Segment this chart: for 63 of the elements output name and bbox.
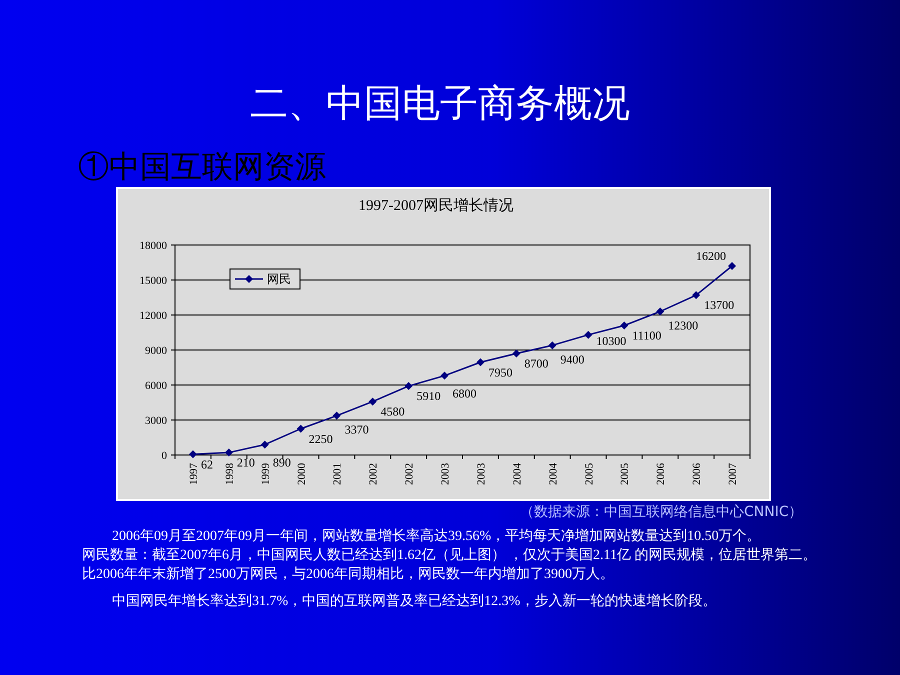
- x-tick-label: 1997: [188, 462, 200, 485]
- point: [728, 262, 736, 270]
- data-label: 5910: [416, 389, 441, 404]
- y-tick-label: 18000: [140, 240, 168, 252]
- data-label: 7950: [488, 365, 512, 380]
- x-tick-label: 2007: [727, 462, 740, 485]
- data-label: 11100: [632, 328, 662, 342]
- x-tick-label: 2002: [404, 463, 416, 485]
- point: [260, 440, 269, 449]
- data-label: 3370: [344, 422, 369, 437]
- text: 网民数量：截至2007年6月，中国网民人数已经达到1.62亿（见上图） ，仅次于美国2.11亿 的网民规模，位居世界第二。比2006年年末新增了2500万网民，与2006年同期相比，网民数一年内增加了3900万人。: [82, 546, 818, 584]
- y-tick-label: 9000: [145, 345, 168, 357]
- text: 2006年09月至2007年09月一年间，网站数量增长率高达39.56%，平均每天净增加网站数量达到10.50万个。: [111, 527, 762, 546]
- point: [512, 350, 520, 358]
- y-tick-label: 12000: [140, 310, 168, 322]
- x-tick-label: 2005: [583, 462, 596, 485]
- point: [440, 372, 449, 380]
- x-tick-label: 2005: [619, 462, 632, 485]
- chart-title: 1997-2007网民增长情况: [358, 197, 514, 214]
- y-tick-label: 6000: [145, 380, 168, 392]
- point: [620, 322, 628, 330]
- data-label: 8700: [524, 356, 548, 370]
- x-tick-label: 2004: [511, 462, 524, 485]
- text: 中国网民年增长率达到31.7%，中国的互联网普及率已经达到12.3%，步入新一轮的快速增长阶段。: [111, 592, 718, 611]
- x-tick-label: 2003: [440, 462, 452, 485]
- data-label: 12300: [668, 318, 698, 332]
- y-tick-label: 3000: [145, 415, 168, 427]
- data-label: 13700: [704, 298, 734, 312]
- x-tick-label: 2004: [547, 462, 560, 485]
- legend-label: 网民: [267, 272, 291, 286]
- text: （数据来源：中国互联网络信息中心CNNIC）: [520, 503, 803, 521]
- point: [476, 358, 484, 366]
- x-tick-label: 2006: [655, 462, 668, 485]
- x-tick-label: 2003: [475, 462, 488, 485]
- point: [224, 448, 233, 457]
- x-tick-label: 2000: [296, 462, 308, 485]
- text: 二、中国电子商务概况: [250, 82, 630, 127]
- point: [692, 291, 700, 300]
- x-tick-label: 2002: [368, 463, 380, 485]
- point: [332, 412, 341, 420]
- data-label: 16200: [696, 249, 726, 263]
- data-label: 6800: [452, 386, 477, 401]
- x-tick-label: 1999: [260, 462, 272, 485]
- point: [584, 330, 592, 339]
- point: [656, 308, 664, 316]
- data-label: 4580: [380, 404, 405, 419]
- point: [404, 382, 413, 390]
- point: [188, 450, 197, 458]
- data-label: 10300: [596, 334, 626, 348]
- point: [548, 341, 556, 350]
- point: [296, 424, 305, 433]
- data-label: 890: [272, 456, 291, 470]
- y-tick-label: 15000: [140, 275, 168, 287]
- x-tick-label: 2006: [691, 462, 704, 485]
- point: [368, 398, 377, 406]
- y-tick-label: 0: [162, 450, 168, 462]
- x-tick-label: 1998: [224, 462, 236, 485]
- x-tick-label: 2001: [332, 463, 344, 485]
- data-label: 2250: [308, 432, 333, 446]
- data-label: 62: [200, 457, 213, 472]
- data-label: 210: [236, 456, 255, 470]
- text: ①中国互联网资源: [78, 148, 326, 186]
- data-label: 9400: [560, 352, 584, 366]
